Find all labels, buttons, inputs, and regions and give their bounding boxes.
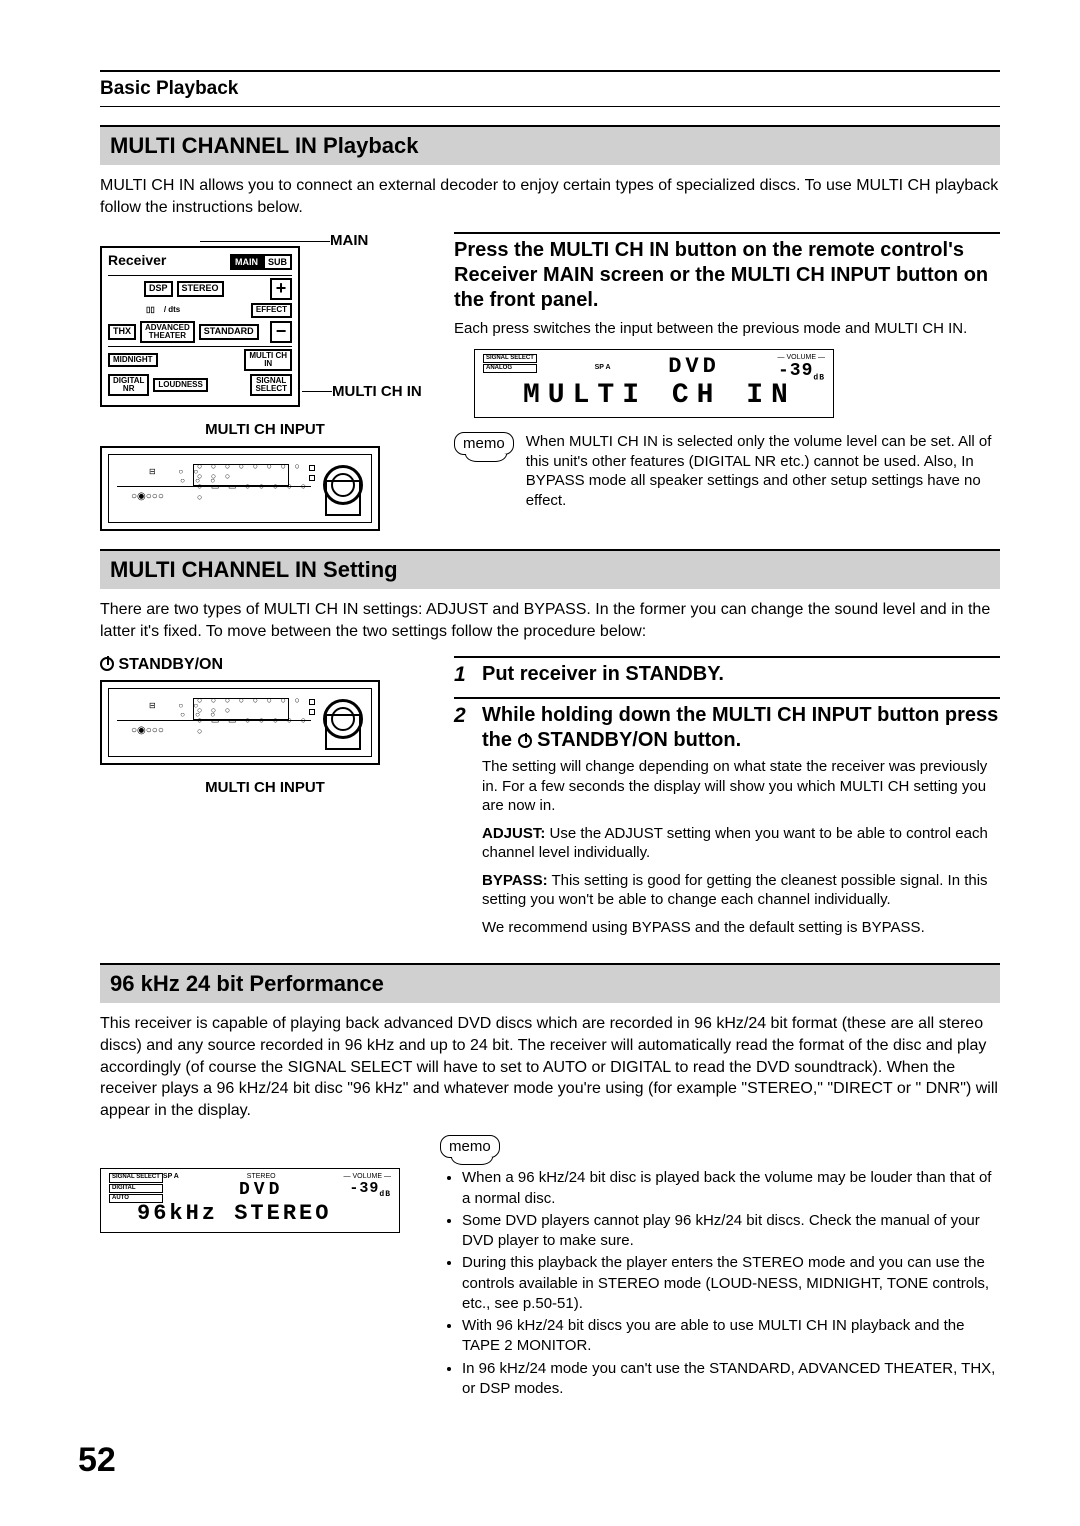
adjust-label: ADJUST:: [482, 825, 545, 842]
bullet-item: In 96 kHz/24 mode you can't use the STAN…: [462, 1359, 1000, 1400]
memo-text: When MULTI CH IN is selected only the vo…: [526, 432, 1000, 510]
label-multi-ch-in: MULTI CH IN: [332, 383, 422, 400]
front-panel-diagram: ⊟ ○ ○ ○ ○ ○ ○◉○○○ ○ ○ ○ ○ ○ ○ ○ ○ ○ ○ ○○…: [100, 446, 380, 531]
btn-loudness: LOUDNESS: [153, 378, 207, 393]
power-icon: [100, 657, 114, 671]
instruction-sub: Each press switches the input between th…: [454, 319, 1000, 339]
96khz-intro: This receiver is capable of playing back…: [100, 1013, 1000, 1121]
adjust-text: Use the ADJUST setting when you want to …: [482, 825, 988, 862]
section-title-multi-setting: MULTI CHANNEL IN Setting: [100, 549, 1000, 589]
lcd-display-96khz: SIGNAL SELECT DIGITAL AUTO SP A STEREO D…: [100, 1168, 400, 1233]
standby-label: STANDBY/ON: [100, 656, 430, 674]
lcd2-vol: -39: [349, 1180, 379, 1197]
bypass-text: This setting is good for getting the cle…: [482, 872, 988, 909]
step-2-num: 2: [454, 703, 472, 728]
intro-text: MULTI CH IN allows you to connect an ext…: [100, 175, 1000, 218]
recommend-text: We recommend using BYPASS and the defaul…: [482, 918, 1000, 938]
btn-effect: EFFECT: [251, 303, 292, 318]
btn-multi-ch-in: MULTI CHIN: [244, 349, 292, 371]
bypass-label: BYPASS:: [482, 872, 548, 889]
lcd-src: DVD: [668, 354, 720, 379]
btn-dsp: DSP: [144, 281, 173, 297]
power-icon-inline: [518, 734, 532, 748]
memo-bubble-2: memo: [440, 1135, 500, 1158]
btn-plus: +: [270, 278, 292, 300]
lcd-tag-analog: ANALOG: [483, 364, 537, 373]
setting-intro: There are two types of MULTI CH IN setti…: [100, 599, 1000, 642]
step-1-num: 1: [454, 662, 472, 687]
label-dts: / dts: [161, 305, 183, 316]
lcd2-line2: 96kHz STEREO: [109, 1201, 391, 1226]
lcd2-vol-unit: dB: [379, 1190, 391, 1199]
remote-title: Receiver: [108, 252, 166, 268]
page-number: 52: [78, 1441, 116, 1480]
step-2-head-b: STANDBY/ON button.: [532, 729, 742, 751]
lcd-vol-unit: dB: [813, 373, 825, 382]
label-main: MAIN: [330, 232, 368, 249]
front-panel-diagram-2: ⊟ ○ ○ ○ ○ ○ ○◉○○○ ○ ○ ○ ○ ○ ○ ○ ○ ○ ○ ○○…: [100, 680, 380, 765]
lcd-line2: MULTI CH IN: [483, 380, 825, 411]
section-title-multi-playback: MULTI CHANNEL IN Playback: [100, 125, 1000, 165]
step-2-head: While holding down the MULTI CH INPUT bu…: [482, 703, 1000, 753]
bullet-item: Some DVD players cannot play 96 kHz/24 b…: [462, 1211, 1000, 1252]
breadcrumb: Basic Playback: [100, 78, 1000, 100]
lcd-vol: -39: [778, 361, 813, 381]
lcd2-tag-digital: DIGITAL: [109, 1184, 163, 1193]
btn-standard: STANDARD: [199, 324, 259, 340]
adjust-para: ADJUST: Use the ADJUST setting when you …: [482, 824, 1000, 863]
step-1-head: Put receiver in STANDBY.: [482, 662, 724, 687]
lcd2-sp: SP A: [163, 1173, 179, 1180]
btn-signal-select: SIGNALSELECT: [250, 374, 292, 396]
btn-advanced-theater: ADVANCEDTHEATER: [140, 321, 195, 343]
btn-thx: THX: [108, 324, 136, 340]
caption-multi-ch-input-2: MULTI CH INPUT: [100, 779, 430, 796]
bullet-item: With 96 kHz/24 bit discs you are able to…: [462, 1316, 1000, 1357]
standby-text: STANDBY/ON: [118, 656, 223, 673]
lcd-sp: SP A: [595, 364, 611, 371]
lcd2-tag-signal: SIGNAL SELECT: [109, 1173, 163, 1182]
lcd2-stereo-label: STEREO: [179, 1173, 344, 1180]
step-2-sub: The setting will change depending on wha…: [482, 757, 1000, 816]
caption-multi-ch-input: MULTI CH INPUT: [100, 421, 430, 438]
instruction-heading: Press the MULTI CH IN button on the remo…: [454, 238, 1000, 313]
lcd-tag-signal: SIGNAL SELECT: [483, 354, 537, 363]
lcd-display-multi: SIGNAL SELECT ANALOG SP A DVD — VOLUME —…: [474, 349, 834, 419]
remote-diagram: Receiver MAINSUB DSP STEREO + ▯▯ / dts: [100, 246, 300, 407]
tab-main: MAIN: [230, 254, 263, 270]
btn-digital-nr: DIGITALNR: [108, 374, 149, 396]
btn-stereo: STEREO: [177, 281, 224, 297]
tab-sub: SUB: [263, 254, 292, 270]
bypass-para: BYPASS: This setting is good for getting…: [482, 871, 1000, 910]
lcd-vol-label: VOLUME: [786, 354, 816, 361]
memo-bubble: memo: [454, 432, 514, 455]
btn-minus: −: [270, 321, 292, 343]
btn-midnight: MIDNIGHT: [108, 353, 158, 368]
lcd2-src: DVD: [179, 1180, 344, 1200]
memo-bullet-list: When a 96 kHz/24 bit disc is played back…: [440, 1168, 1000, 1399]
bullet-item: During this playback the player enters t…: [462, 1253, 1000, 1314]
bullet-item: When a 96 kHz/24 bit disc is played back…: [462, 1168, 1000, 1209]
lcd2-vol-label: VOLUME: [352, 1173, 382, 1180]
section-title-96khz: 96 kHz 24 bit Performance: [100, 963, 1000, 1003]
